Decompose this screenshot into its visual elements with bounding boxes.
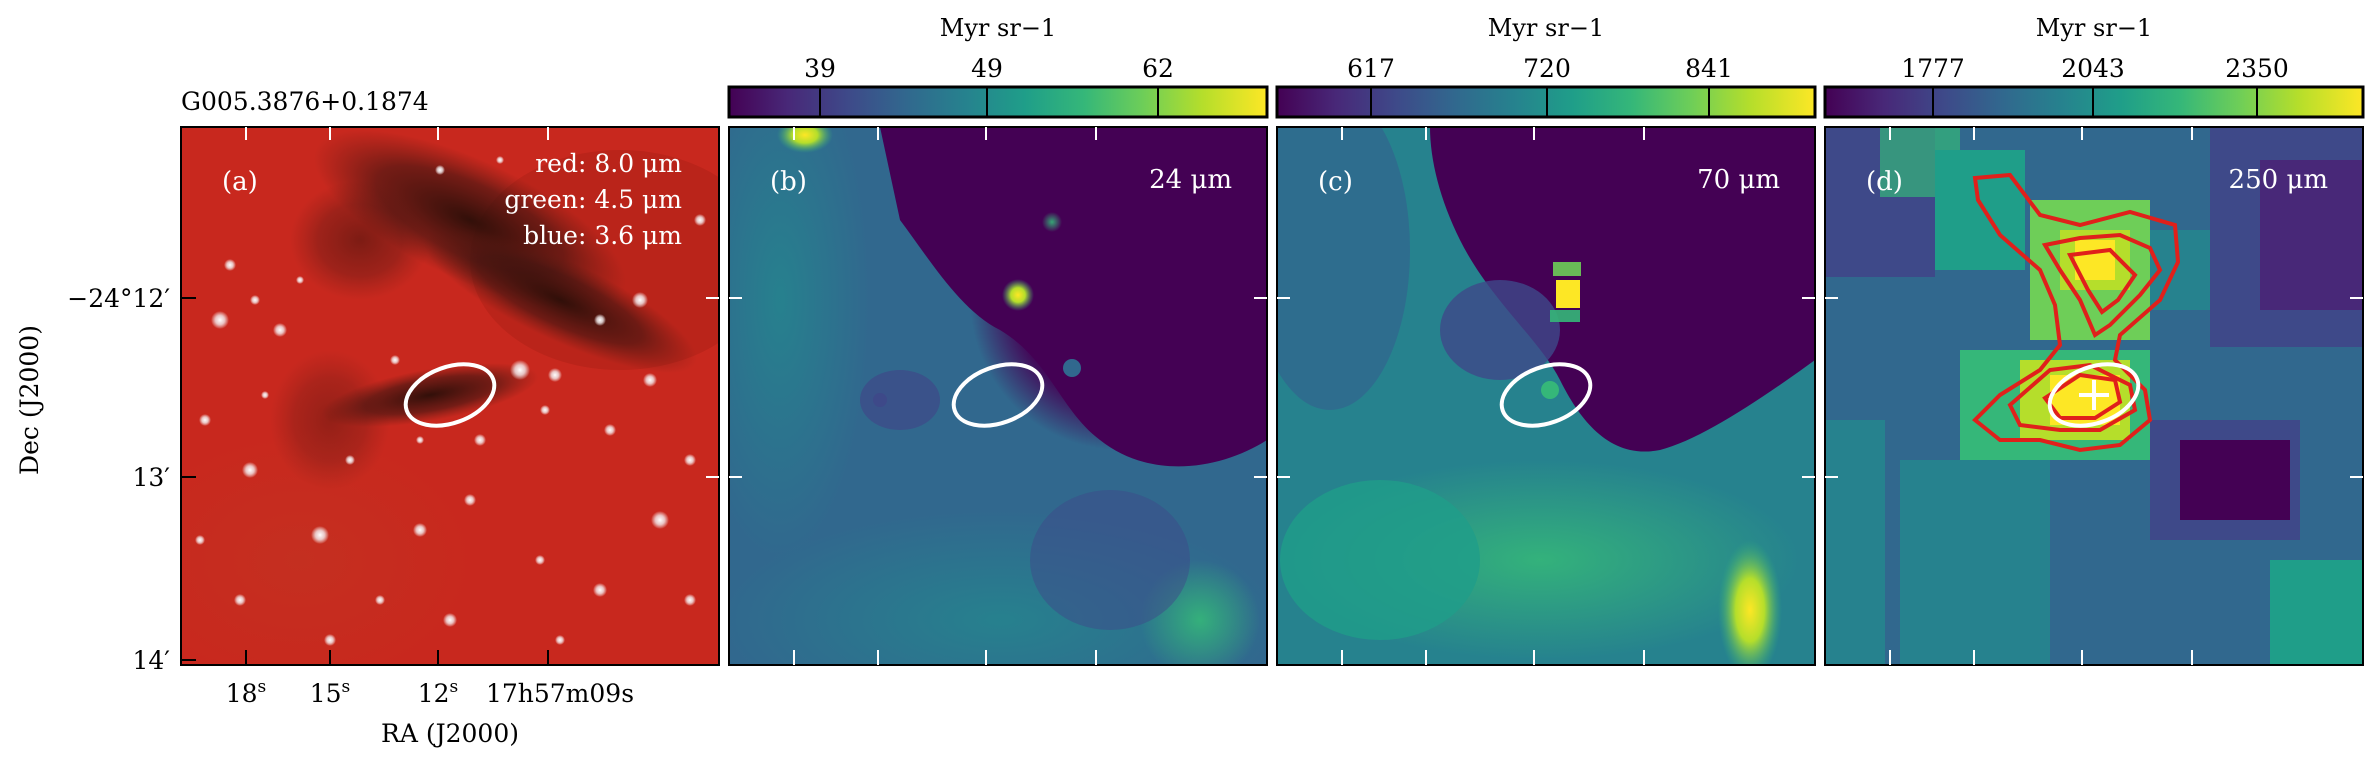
source-ellipse-b: [951, 362, 1045, 428]
panel-c-image: [1277, 127, 1815, 665]
panel-a-band-green: green: 4.5 μm: [504, 185, 682, 214]
ra-tick-label: 15s: [310, 677, 351, 708]
panel-c: (c) 70 μm 617 720 841 Myr sr−1: [1275, 14, 1817, 666]
panel-a: (a) red: 8.0 μm green: 4.5 μm blue: 3.6 …: [180, 126, 720, 666]
panel-a-stars: [195, 156, 706, 646]
panel-b-colorbar: [727, 85, 1269, 119]
panel-d-frame: [1824, 126, 2364, 666]
panel-a-label: (a): [222, 167, 258, 197]
panel-a-band-blue: blue: 3.6 μm: [523, 221, 682, 250]
ra-axis-label: RA (J2000): [381, 719, 519, 748]
panel-c-frame: [1276, 126, 1816, 666]
dec-tick-label: 14′: [133, 646, 171, 675]
panel-a-ticks: [181, 297, 549, 665]
panel-c-colorbar-tick: 617: [1347, 54, 1395, 83]
dec-axis-label: Dec (J2000): [15, 325, 44, 475]
panel-c-colorbar-tick: 841: [1685, 54, 1733, 83]
panel-d-label: (d): [1866, 167, 1903, 197]
source-title: G005.3876+0.1874: [181, 87, 429, 116]
contours-250um: [1972, 172, 2181, 453]
panel-b-ticks: [729, 127, 1267, 665]
panel-d-colorbar-unit: Myr sr−1: [2036, 14, 2152, 42]
panel-a-image: [181, 127, 719, 665]
panel-c-ticks: [1277, 127, 1815, 665]
ra-tick-label: 12s: [418, 677, 459, 708]
panel-b-colorbar-tick: 62: [1142, 54, 1174, 83]
panel-d-colorbar-tick: 2350: [2225, 54, 2289, 83]
panel-b-label: (b): [770, 167, 807, 197]
panel-a-frame: [180, 126, 720, 666]
source-ellipse-c: [1499, 362, 1593, 428]
panel-c-label: (c): [1318, 167, 1353, 197]
panel-b-colorbar-tick: 49: [971, 54, 1003, 83]
peak-marker-icon: [2079, 380, 2109, 410]
ra-tick-label: 18s: [226, 677, 267, 708]
panel-b-colorbar-unit: Myr sr−1: [940, 14, 1056, 42]
source-ellipse-a: [403, 362, 497, 428]
panel-d-ticks: [1825, 127, 2363, 665]
panel-c-band: 70 μm: [1697, 165, 1780, 195]
dec-tick-label: −24°12′: [67, 284, 170, 313]
panel-c-colorbar-tick: 720: [1523, 54, 1571, 83]
panel-b-image: [729, 127, 1267, 665]
ra-tick-label: 17h57m09s: [486, 679, 634, 708]
source-ellipse-d: [2047, 362, 2141, 428]
panel-d-band: 250 μm: [2229, 165, 2328, 195]
panel-b-band: 24 μm: [1149, 165, 1232, 195]
panel-d-colorbar-tick: 2043: [2061, 54, 2125, 83]
dec-tick-label: 13′: [133, 463, 171, 492]
panel-b-colorbar-tick: 39: [804, 54, 836, 83]
panel-c-colorbar-unit: Myr sr−1: [1488, 14, 1604, 42]
panel-d: (d) 250 μm 1777 2043 2350 Myr sr−1: [1823, 14, 2365, 666]
panel-d-colorbar-tick: 1777: [1901, 54, 1965, 83]
panel-b-frame: [728, 126, 1268, 666]
panel-b: (b) 24 μm 39 49 62 Myr sr−1: [727, 14, 1269, 666]
panel-a-band-red: red: 8.0 μm: [535, 149, 682, 178]
